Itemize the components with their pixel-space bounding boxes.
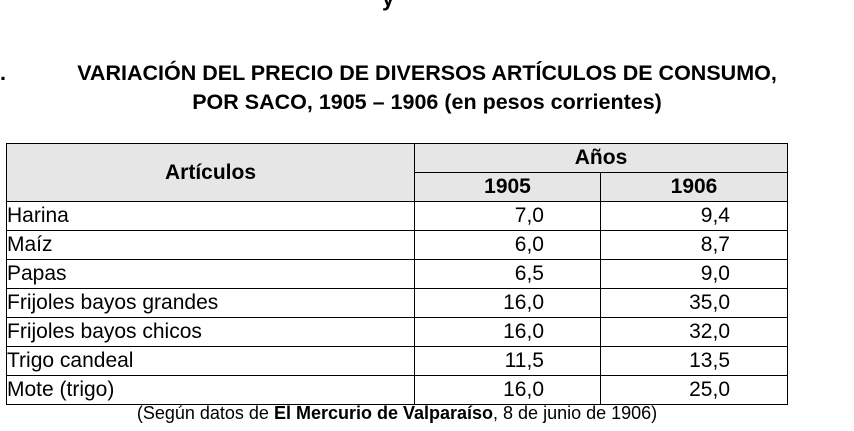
articulo-cell: Trigo candeal <box>6 346 415 376</box>
header-year-1905: 1905 <box>414 172 601 202</box>
value-1906-cell: 9,0 <box>600 259 788 289</box>
value-1906-cell: 8,7 <box>600 230 788 260</box>
value-1906-cell: 9,4 <box>600 201 788 231</box>
source-suffix: , 8 de junio de 1906) <box>493 403 658 423</box>
value-1906-cell: 35,0 <box>600 288 788 318</box>
articulo-cell: Maíz <box>6 230 415 260</box>
value-1906-cell: 13,5 <box>600 346 788 376</box>
table-title-line-2: POR SACO, 1905 – 1906 (en pesos corrient… <box>192 90 662 114</box>
value-1905-cell: 16,0 <box>414 375 601 405</box>
title-number: . <box>0 61 6 85</box>
value-1906-cell: 32,0 <box>600 317 788 347</box>
value-1905-cell: 11,5 <box>414 346 601 376</box>
articulo-cell: Frijoles bayos grandes <box>6 288 415 318</box>
articulo-cell: Papas <box>6 259 415 289</box>
page-fragment-text: y <box>382 0 394 12</box>
table-row: Harina 7,0 9,4 <box>6 201 788 231</box>
value-1906-cell: 25,0 <box>600 375 788 405</box>
value-1905-cell: 16,0 <box>414 288 601 318</box>
source-publication: El Mercurio de Valparaíso <box>273 403 494 423</box>
table-row: Trigo candeal 11,5 13,5 <box>6 346 788 376</box>
table-row: Frijoles bayos chicos 16,0 32,0 <box>6 317 788 347</box>
articulo-cell: Frijoles bayos chicos <box>6 317 415 347</box>
source-note: (Según datos de El Mercurio de Valparaís… <box>0 402 794 424</box>
table-row: Maíz 6,0 8,7 <box>6 230 788 260</box>
header-year-1906: 1906 <box>600 172 788 202</box>
articulo-cell: Harina <box>6 201 415 231</box>
header-anos: Años <box>414 143 788 173</box>
source-prefix: (Según datos de <box>136 403 274 423</box>
value-1905-cell: 6,0 <box>414 230 601 260</box>
table-row: Frijoles bayos grandes 16,0 35,0 <box>6 288 788 318</box>
table-row: Mote (trigo) 16,0 25,0 <box>6 375 788 405</box>
table-row: Papas 6,5 9,0 <box>6 259 788 289</box>
value-1905-cell: 7,0 <box>414 201 601 231</box>
value-1905-cell: 16,0 <box>414 317 601 347</box>
header-articulos: Artículos <box>6 143 415 202</box>
price-table: Artículos Años 1905 1906 Harina 7,0 9,4 … <box>6 143 788 405</box>
table-title-line-1: VARIACIÓN DEL PRECIO DE DIVERSOS ARTÍCUL… <box>77 61 777 85</box>
value-1905-cell: 6,5 <box>414 259 601 289</box>
articulo-cell: Mote (trigo) <box>6 375 415 405</box>
table-body: Harina 7,0 9,4 Maíz 6,0 8,7 Papas 6,5 9,… <box>6 201 788 405</box>
